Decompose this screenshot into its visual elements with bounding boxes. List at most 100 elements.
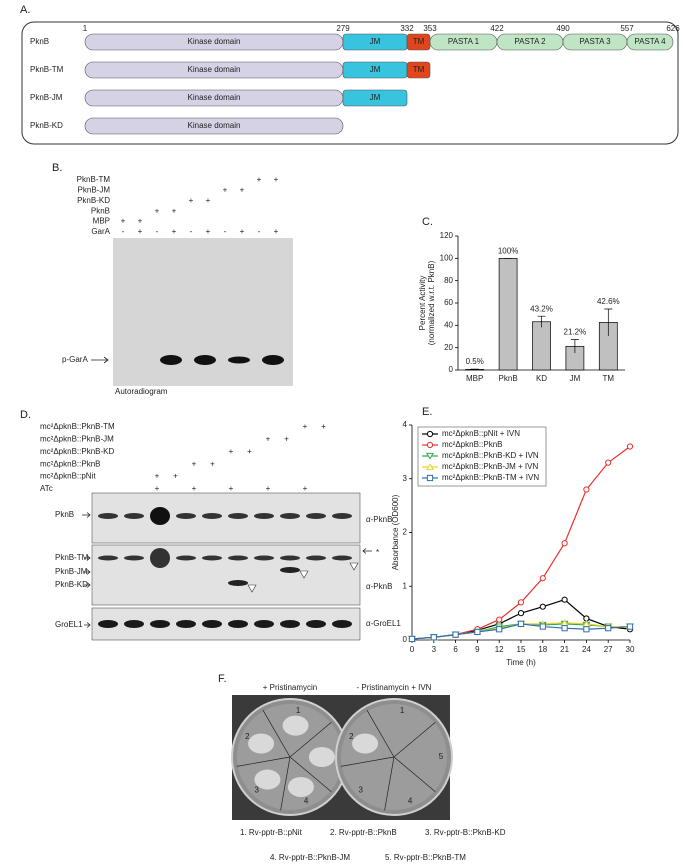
x-tick-label: MBP	[466, 374, 483, 383]
sector-line	[393, 756, 436, 792]
x-tick-label: 30	[626, 645, 635, 654]
error-bar	[570, 339, 579, 354]
marker: *	[376, 548, 379, 557]
sector-number: 4	[304, 796, 309, 805]
x-tick-label: JM	[570, 374, 581, 383]
row-label: PknB-JM	[78, 186, 111, 195]
sector-line	[393, 722, 436, 758]
lane-sign: +	[172, 227, 177, 236]
error-bar	[537, 315, 546, 328]
blot-band	[280, 555, 300, 561]
lane-sign: +	[138, 217, 143, 226]
row-label: PknB	[91, 206, 110, 215]
x-tick-label: 9	[475, 645, 480, 654]
sector-line	[280, 756, 291, 811]
arrowhead	[349, 562, 359, 571]
value-label: 43.2%	[530, 304, 553, 313]
y-axis-label: Absorbance (OD600)	[391, 494, 400, 570]
row-label: mc²ΔpknB::pNit	[40, 472, 96, 481]
arrow	[91, 356, 109, 364]
marker	[430, 634, 437, 641]
lane-sign: -	[122, 227, 125, 236]
blot-band	[176, 620, 196, 628]
blot-band	[98, 620, 118, 628]
domain	[626, 33, 674, 51]
gel-band	[194, 355, 216, 365]
y-tick-label: 60	[444, 298, 453, 307]
y-tick-label: 1	[403, 581, 408, 590]
lane-sign: +	[223, 186, 228, 195]
value-label: 42.6%	[597, 297, 620, 306]
blot-band	[280, 620, 300, 628]
lane-sign: -	[156, 227, 159, 236]
row-label: PknB-KD	[77, 196, 110, 205]
blot-band	[306, 555, 326, 561]
construct-name: PknB-TM	[30, 65, 64, 74]
row-label: mc²ΔpknB::PknB-JM	[40, 435, 114, 444]
marker	[561, 625, 568, 632]
residue-number: 1	[83, 24, 88, 33]
growth-streak	[308, 747, 335, 767]
blot-band	[332, 620, 352, 628]
blot-band	[332, 513, 352, 519]
x-tick-label: 6	[453, 645, 458, 654]
residue-number: 422	[490, 24, 504, 33]
sector-line	[289, 756, 332, 792]
marker	[496, 616, 503, 623]
arrow	[84, 555, 91, 561]
domain-label: TM	[413, 65, 425, 74]
band-label: p-GarA	[62, 355, 88, 364]
marker	[539, 623, 546, 630]
x-tick-label: 21	[560, 645, 569, 654]
x-tick-label: TM	[603, 374, 615, 383]
domain-label: TM	[413, 37, 425, 46]
lane-sign: +	[240, 186, 245, 195]
band-label: PknB-KD	[55, 580, 88, 589]
series-line	[411, 599, 631, 640]
legend-entry: mc²ΔpknB::PknB	[442, 440, 502, 449]
domain	[342, 89, 408, 107]
lane-sign: +	[247, 447, 252, 456]
sector-number: 3	[255, 785, 260, 794]
y-tick-label: 120	[440, 231, 454, 240]
gel-caption: Autoradiogram	[115, 387, 168, 396]
x-tick-label: 3	[432, 645, 437, 654]
construct-name: PknB-JM	[30, 93, 63, 102]
blot-band	[150, 548, 170, 568]
marker	[539, 575, 546, 582]
lane-sign: +	[192, 484, 197, 493]
arrowhead	[247, 584, 257, 593]
lane-sign: +	[274, 227, 279, 236]
marker	[408, 635, 416, 643]
y-tick-label: 20	[444, 343, 453, 352]
antibody-label: α-PknB	[366, 515, 392, 524]
y-tick-label: 0	[449, 365, 454, 374]
x-tick-label: PknB	[499, 374, 518, 383]
marker	[474, 628, 481, 636]
arrow	[84, 622, 91, 628]
value-label: 21.2%	[564, 328, 587, 337]
lane-sign: -	[224, 227, 227, 236]
blot-band	[228, 580, 248, 586]
blot-band	[150, 507, 170, 525]
growth-streak	[287, 776, 314, 797]
lane-sign: +	[303, 484, 308, 493]
blot-band	[98, 513, 118, 519]
blot-band	[150, 620, 170, 628]
lane-sign: +	[274, 175, 279, 184]
marker	[426, 441, 434, 449]
arrow	[84, 569, 91, 575]
domain-label: JM	[370, 93, 381, 102]
lane-sign: -	[258, 227, 261, 236]
strain-label: 2. Rv-pptr-B::PknB	[330, 828, 397, 837]
sector-line	[262, 710, 291, 758]
legend-entry: mc²ΔpknB::PknB-KD + IVN	[442, 451, 539, 460]
marker	[561, 596, 568, 603]
strain-label: 3. Rv-pptr-B::PknB-KD	[425, 828, 506, 837]
antibody-label: α-GroEL1	[366, 619, 401, 628]
y-tick-label: 3	[403, 474, 408, 483]
blot-band	[254, 620, 274, 628]
blot-band	[306, 620, 326, 628]
sector-line	[289, 722, 332, 758]
